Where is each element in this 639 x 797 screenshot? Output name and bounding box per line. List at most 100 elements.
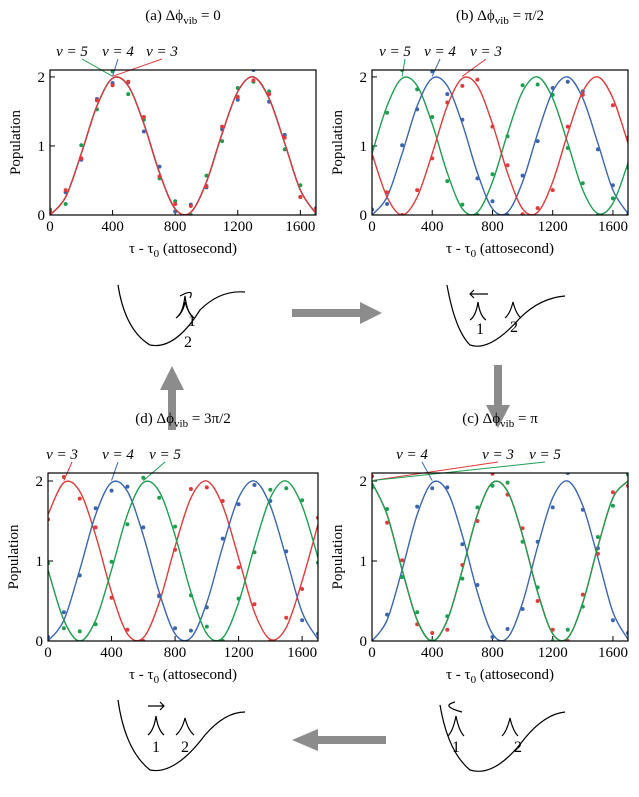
x-tick-label: 400 — [101, 219, 124, 235]
data-point — [141, 114, 146, 119]
plot-frame — [49, 69, 317, 216]
panel-title: (a) Δϕvib = 0 — [145, 8, 220, 27]
legend-label: v = 5 — [379, 44, 411, 60]
fit-line — [48, 480, 318, 641]
data-point — [188, 204, 193, 209]
data-point — [520, 526, 525, 531]
data-point — [415, 610, 420, 615]
label-part: (attosecond) — [159, 667, 237, 683]
data-point — [235, 97, 240, 102]
x-tick-label: 0 — [46, 219, 54, 235]
label-part: = π/2 — [509, 8, 544, 24]
data-point — [235, 94, 240, 99]
fit-line — [372, 480, 628, 641]
motion-arrow — [179, 291, 192, 299]
y-tick-label: 2 — [38, 70, 46, 86]
data-point — [204, 173, 209, 178]
data-point — [109, 559, 114, 564]
data-point — [535, 82, 540, 87]
wavepacket — [504, 301, 522, 319]
x-axis-label: τ - τ0 (attosecond) — [129, 667, 237, 686]
legend-pointer — [431, 58, 441, 77]
data-point — [385, 520, 390, 525]
data-point — [282, 132, 287, 137]
data-point — [173, 199, 178, 204]
data-point — [141, 475, 146, 480]
label-part: = 0 — [197, 8, 220, 24]
legend-label: v = 3 — [482, 447, 514, 463]
potential-curve — [117, 284, 246, 347]
data-point — [385, 612, 390, 617]
data-point — [300, 618, 305, 623]
data-point — [580, 181, 585, 186]
label-part: (attosecond) — [476, 667, 554, 683]
data-point — [475, 583, 480, 587]
x-tick-label: 800 — [164, 645, 187, 661]
data-point — [430, 486, 435, 491]
packet-label: 2 — [510, 319, 518, 336]
legend-label: v = 4 — [424, 44, 456, 60]
x-tick-label: 0 — [368, 219, 376, 235]
data-point — [126, 79, 131, 84]
data-point — [125, 522, 130, 527]
y-tick-label: 1 — [38, 139, 46, 155]
x-tick-label: 800 — [481, 645, 504, 661]
data-point — [236, 502, 241, 507]
data-point — [267, 89, 272, 94]
x-axis-label: τ - τ0 (attosecond) — [129, 241, 237, 260]
label-part: vib — [495, 15, 510, 27]
data-point — [535, 206, 540, 211]
x-tick-label: 1200 — [224, 645, 254, 661]
plot-frame — [47, 472, 319, 642]
legend-label: v = 3 — [470, 44, 502, 60]
plot-frame — [371, 69, 629, 216]
panel: (b) Δϕvib = π/2τ - τ0 (attosecond)Popula… — [330, 8, 629, 260]
data-point — [550, 505, 555, 510]
data-point — [63, 201, 68, 206]
motion-arrow — [148, 701, 165, 711]
data-point — [565, 124, 570, 129]
legend-pointer — [112, 58, 163, 77]
data-point — [415, 504, 420, 509]
legend-pointer — [401, 58, 406, 77]
y-axis-label: Population — [330, 524, 346, 590]
data-point — [565, 79, 570, 84]
label-part: vib — [174, 418, 189, 430]
data-point — [505, 627, 510, 631]
arrow-down — [486, 365, 510, 428]
panel-title: (b) Δϕvib = π/2 — [456, 8, 544, 27]
data-point — [520, 173, 525, 178]
label-part: τ - τ — [446, 241, 471, 257]
data-point — [173, 626, 178, 631]
label-part: (d) Δϕ — [135, 411, 174, 427]
y-axis-label: Population — [6, 524, 22, 590]
x-axis-label: τ - τ0 (attosecond) — [446, 241, 554, 260]
label-part: 0 — [154, 248, 160, 260]
data-point — [580, 592, 585, 597]
legend-label: v = 4 — [102, 447, 134, 463]
diagrams — [117, 284, 566, 772]
plot-area — [372, 70, 628, 215]
packet-label: 1 — [476, 321, 484, 338]
motion-arrow — [448, 701, 463, 713]
label-part: (attosecond) — [476, 241, 554, 257]
data-point — [430, 114, 435, 119]
data-point — [188, 487, 193, 491]
data-point — [520, 212, 525, 215]
flow-arrows — [160, 302, 510, 751]
data-point — [445, 92, 450, 97]
y-tick-label: 0 — [36, 634, 44, 650]
y-tick-label: 1 — [36, 554, 44, 570]
x-tick-label: 1600 — [598, 645, 628, 661]
data-point — [490, 199, 495, 204]
data-point — [93, 525, 98, 530]
data-point — [252, 483, 257, 487]
x-tick-label: 400 — [421, 219, 444, 235]
data-point — [430, 70, 435, 74]
data-point — [550, 188, 555, 193]
data-point — [204, 485, 209, 490]
potential-curve — [117, 699, 246, 772]
data-point — [61, 626, 66, 631]
arrow-up — [160, 366, 184, 430]
data-point — [505, 480, 510, 485]
